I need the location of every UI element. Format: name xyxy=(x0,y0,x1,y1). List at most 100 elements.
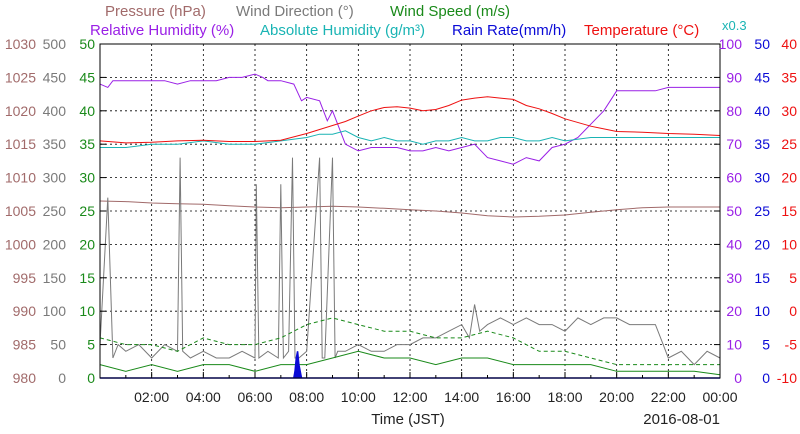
y-tick-label-wind-speed: 40 xyxy=(79,103,95,119)
series-relative-humidity xyxy=(99,73,720,165)
x-tick-label: 06:00 xyxy=(237,389,272,405)
y-tick-label-wind-speed: 30 xyxy=(79,170,95,186)
y-tick-label-wind-dir: 50 xyxy=(50,337,66,353)
series-pressure-hpa xyxy=(99,200,720,218)
y-tick-label-wind-speed: 35 xyxy=(79,136,95,152)
date-label: 2016-08-01 xyxy=(643,411,720,428)
title-part-wind-speed: Wind Speed (m/s) xyxy=(390,3,510,20)
y-tick-label-rain: 15 xyxy=(754,270,770,286)
y-tick-label-pressure: 1000 xyxy=(5,236,36,252)
y-tick-label-wind-speed: 5 xyxy=(87,337,95,353)
series-wind-direction xyxy=(99,157,721,366)
y-tick-label-pressure: 990 xyxy=(13,303,37,319)
x-tick-label: 16:00 xyxy=(496,389,531,405)
series-absolute-humidity-g-m xyxy=(100,130,720,148)
title-part-rain: Rain Rate(mm/h) xyxy=(452,22,566,39)
y-tick-label-wind-dir: 200 xyxy=(43,236,67,252)
y-tick-label-pressure: 1020 xyxy=(5,103,36,119)
title-part-temp: Temperature (°C) xyxy=(584,22,699,39)
y-tick-label-temp: 15 xyxy=(781,203,797,219)
y-tick-label-rh: 0 xyxy=(734,370,742,386)
y-tick-label-wind-dir: 350 xyxy=(43,136,67,152)
y-tick-label-rain: 20 xyxy=(754,236,770,252)
y-tick-label-wind-speed: 10 xyxy=(79,303,95,319)
y-tick-label-rain: 40 xyxy=(754,103,770,119)
series-layer xyxy=(99,73,721,379)
x-tick-label: 12:00 xyxy=(392,389,427,405)
x-tick-label: 14:00 xyxy=(444,389,479,405)
y-tick-label-rain: 45 xyxy=(754,69,770,85)
y-tick-label-rain: 10 xyxy=(754,303,770,319)
y-tick-label-pressure: 1025 xyxy=(5,69,36,85)
y-tick-label-wind-dir: 250 xyxy=(43,203,67,219)
y-tick-label-pressure: 985 xyxy=(13,337,37,353)
y-tick-label-rain: 30 xyxy=(754,170,770,186)
y-tick-label-temp: 40 xyxy=(781,36,797,52)
y-tick-label-rh: 80 xyxy=(726,103,742,119)
y-tick-label-rain: 50 xyxy=(754,36,770,52)
y-tick-label-pressure: 995 xyxy=(13,270,37,286)
y-tick-label-wind-dir: 150 xyxy=(43,270,67,286)
y-tick-label-rh: 100 xyxy=(719,36,743,52)
y-tick-label-rh: 10 xyxy=(726,337,742,353)
y-tick-label-pressure: 1015 xyxy=(5,136,36,152)
y-tick-label-rain: 35 xyxy=(754,136,770,152)
y-tick-label-rh: 60 xyxy=(726,170,742,186)
x-tick-label: 20:00 xyxy=(599,389,634,405)
title-part-pressure: Pressure (hPa) xyxy=(105,3,206,20)
y-tick-label-temp: -10 xyxy=(777,370,797,386)
y-tick-label-temp: 10 xyxy=(781,236,797,252)
x-axis-label: Time (JST) xyxy=(371,411,445,428)
grid xyxy=(100,44,720,378)
series-wind-speed-m-s xyxy=(99,350,721,376)
y-tick-label-wind-dir: 0 xyxy=(58,370,66,386)
y-tick-label-rain: 0 xyxy=(762,370,770,386)
y-tick-label-temp: 20 xyxy=(781,170,797,186)
y-tick-label-rain: 5 xyxy=(762,337,770,353)
y-tick-label-pressure: 1005 xyxy=(5,203,36,219)
y-tick-label-rh: 90 xyxy=(726,69,742,85)
y-tick-label-pressure: 980 xyxy=(13,370,37,386)
y-tick-label-temp: 25 xyxy=(781,136,797,152)
x-tick-label: 04:00 xyxy=(186,389,221,405)
y-tick-label-rh: 20 xyxy=(726,303,742,319)
y-tick-label-temp: 35 xyxy=(781,69,797,85)
x-tick-label: 00:00 xyxy=(702,389,737,405)
series-wind-gust-m-s xyxy=(99,317,720,366)
x-tick-label: 08:00 xyxy=(289,389,324,405)
title-part-abs-hum: Absolute Humidity (g/m³) xyxy=(260,22,425,39)
title-part-wind-dir: Wind Direction (°) xyxy=(236,3,354,20)
y-tick-label-wind-speed: 20 xyxy=(79,236,95,252)
x-tick-label: 10:00 xyxy=(341,389,376,405)
x-tick-label: 18:00 xyxy=(547,389,582,405)
y-tick-label-pressure: 1010 xyxy=(5,170,36,186)
y-tick-label-wind-dir: 500 xyxy=(43,36,67,52)
abs-humidity-scale-label: x0.3 xyxy=(722,18,747,33)
y-tick-label-temp: 0 xyxy=(789,303,797,319)
series-temperature-c xyxy=(99,96,721,144)
y-tick-label-wind-dir: 450 xyxy=(43,69,67,85)
x-tick-label: 22:00 xyxy=(651,389,686,405)
y-tick-label-rh: 30 xyxy=(726,270,742,286)
y-tick-label-rain: 25 xyxy=(754,203,770,219)
y-tick-label-wind-speed: 45 xyxy=(79,69,95,85)
y-tick-label-wind-dir: 100 xyxy=(43,303,67,319)
y-tick-label-rh: 70 xyxy=(726,136,742,152)
y-tick-label-temp: 5 xyxy=(789,270,797,286)
x-tick-label: 02:00 xyxy=(134,389,169,405)
y-tick-label-wind-speed: 50 xyxy=(79,36,95,52)
y-tick-label-wind-speed: 0 xyxy=(87,370,95,386)
y-tick-label-rh: 50 xyxy=(726,203,742,219)
y-tick-label-wind-speed: 15 xyxy=(79,270,95,286)
y-tick-label-wind-speed: 25 xyxy=(79,203,95,219)
y-tick-label-wind-dir: 300 xyxy=(43,170,67,186)
axes-layer: 02:00 04:00 06:00 08:00 10:00 12:00 14:00 16:00… xyxy=(5,36,797,405)
y-tick-label-temp: -5 xyxy=(785,337,798,353)
y-tick-label-temp: 30 xyxy=(781,103,797,119)
y-tick-label-wind-dir: 400 xyxy=(43,103,67,119)
y-tick-label-pressure: 1030 xyxy=(5,36,36,52)
chart-title: Pressure (hPa) Wind Direction (°) Wind Spe… xyxy=(90,3,699,39)
title-part-rh: Relative Humidity (%) xyxy=(90,22,234,39)
